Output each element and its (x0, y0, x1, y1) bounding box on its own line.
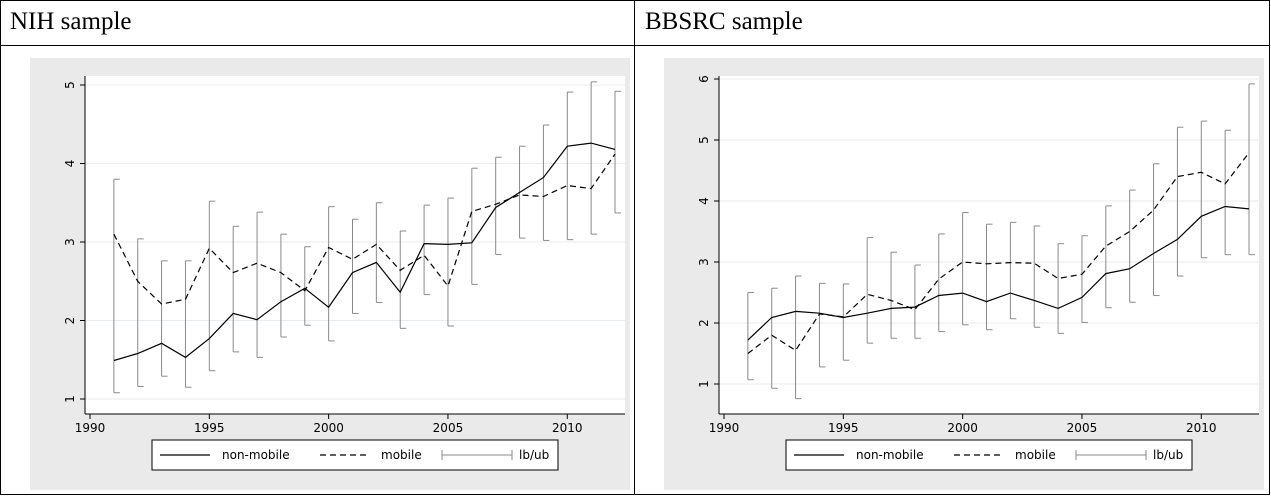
y-tick-label: 4 (63, 160, 77, 168)
legend: non-mobile mobile lb/ub (785, 439, 1193, 471)
error-bar (986, 223, 993, 331)
chart-nih-svg: 1 2 3 4 5 1990 1995 2000 2005 2010 non-mobile mobil… (63, 76, 625, 471)
error-bar (771, 287, 778, 389)
error-bar (495, 156, 502, 256)
x-tick-label: 1995 (828, 421, 859, 435)
error-bar (590, 81, 598, 235)
legend-label: lb/ub (519, 448, 549, 462)
error-bar (962, 212, 969, 326)
error-bar (542, 124, 550, 241)
error-bar (1129, 189, 1136, 303)
series-line-mobile (747, 152, 1250, 354)
error-bar (1009, 221, 1017, 320)
y-tick-label: 3 (697, 258, 711, 266)
legend-label: lb/ub (1153, 448, 1183, 462)
x-tick-label: 1990 (709, 421, 740, 435)
error-bar (1153, 163, 1160, 297)
error-bar (399, 230, 407, 329)
chart-bbsrc: 1 2 3 4 5 6 1990 1995 2000 2005 2010 non-mobile mobi… (664, 58, 1264, 490)
legend-label: mobile (381, 448, 422, 462)
x-tick-label: 2000 (313, 421, 344, 435)
error-bar (795, 275, 802, 400)
error-bar (184, 260, 192, 388)
error-bar (280, 233, 287, 338)
y-tick-label: 2 (63, 317, 77, 325)
chart-bbsrc-svg: 1 2 3 4 5 6 1990 1995 2000 2005 2010 non-mobile mobi… (697, 75, 1259, 471)
error-bar (566, 91, 574, 241)
x-tick-label: 2005 (1067, 421, 1098, 435)
error-bar (866, 237, 874, 344)
error-bar (1105, 205, 1112, 309)
error-bar (256, 211, 264, 358)
error-bar (232, 225, 240, 353)
x-tick-label: 2005 (433, 421, 464, 435)
y-tick-label: 1 (697, 380, 711, 388)
legend-label: mobile (1015, 448, 1056, 462)
error-bar (914, 264, 921, 339)
x-tick-label: 2010 (552, 421, 583, 435)
error-bar (1224, 129, 1232, 256)
error-bar (161, 260, 168, 377)
error-bar (890, 251, 898, 339)
header-divider (0, 45, 1270, 46)
error-bar (1057, 243, 1065, 334)
x-tick-label: 2000 (947, 421, 978, 435)
error-bar (1081, 235, 1088, 323)
error-bar (471, 167, 478, 285)
error-bar (208, 200, 216, 372)
y-tick-label: 2 (697, 319, 711, 327)
x-tick-label: 2010 (1186, 421, 1217, 435)
y-tick-label: 3 (63, 238, 77, 246)
error-bar (328, 206, 335, 342)
error-bar (113, 178, 120, 394)
chart-nih: 1 2 3 4 5 1990 1995 2000 2005 2010 non-mobile mobil… (30, 58, 630, 490)
error-bar (1033, 225, 1041, 328)
series-line-mobile (113, 153, 616, 305)
legend-label: non-mobile (856, 448, 924, 462)
error-bar (1248, 83, 1255, 256)
x-tick-label: 1995 (194, 421, 225, 435)
error-bar (938, 233, 945, 333)
panel-title-bbsrc: BBSRC sample (645, 8, 803, 35)
plot-area (85, 76, 625, 414)
y-tick-label: 5 (697, 136, 711, 144)
error-bar (375, 202, 383, 303)
error-bar (614, 90, 621, 214)
y-tick-label: 5 (63, 81, 77, 89)
legend: non-mobile mobile lb/ub (151, 439, 559, 471)
error-bar (304, 246, 311, 326)
error-bar (423, 204, 431, 296)
panel-divider (634, 0, 635, 495)
error-bar (137, 238, 144, 387)
y-tick-label: 4 (697, 197, 711, 205)
y-tick-label: 1 (63, 395, 77, 403)
error-bar (842, 283, 850, 361)
error-bar (447, 197, 454, 327)
error-bar (352, 218, 359, 314)
error-bar (747, 292, 754, 381)
y-tick-label: 6 (697, 75, 711, 83)
error-bar (1200, 120, 1208, 259)
error-bar (818, 282, 826, 368)
legend-label: non-mobile (222, 448, 290, 462)
error-bar (1176, 126, 1184, 277)
series-line-non-mobile (113, 142, 616, 362)
x-tick-label: 1990 (75, 421, 106, 435)
panel-title-nih: NIH sample (10, 8, 132, 35)
